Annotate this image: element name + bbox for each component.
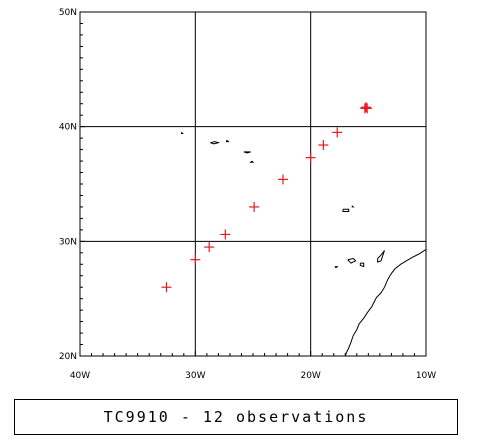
lon-tick-label: 20W [300, 371, 320, 381]
observation-marker [204, 242, 215, 253]
island-outline [359, 262, 365, 268]
island-outline [210, 141, 221, 145]
lat-tick-label: 30N [59, 237, 77, 247]
observation-marker [190, 254, 201, 265]
observation-marker [361, 102, 372, 113]
observation-marker [332, 127, 343, 138]
caption-box: TC9910 - 12 observations [14, 399, 458, 435]
africa-coastline [344, 248, 427, 357]
axis-labels: 40W 30W 20W 10W 20N 30N 40N 50N [59, 8, 436, 381]
map-frame [79, 11, 427, 357]
lat-tick-label: 20N [59, 352, 77, 362]
lat-tick-label: 50N [59, 8, 77, 18]
observation-marker [249, 201, 260, 212]
island-outline [351, 205, 355, 208]
lon-tick-label: 40W [70, 371, 90, 381]
lon-tick-label: 30W [185, 371, 205, 381]
axis-ticks [79, 11, 427, 357]
island-outline [334, 266, 339, 269]
lon-tick-label: 10W [416, 371, 436, 381]
observation-marker [362, 103, 373, 114]
observation-markers [161, 102, 373, 293]
observation-marker [318, 140, 329, 151]
observation-marker [220, 229, 231, 240]
island-outline [377, 250, 385, 263]
island-outline [342, 208, 350, 212]
island-outline [347, 257, 357, 264]
observation-marker [161, 282, 172, 293]
island-outline [181, 132, 184, 134]
observation-marker [277, 174, 288, 185]
lat-tick-label: 40N [59, 123, 77, 133]
island-outline [249, 160, 255, 163]
grid-lines [80, 12, 426, 356]
observation-marker [305, 152, 316, 163]
caption-title: TC9910 - 12 observations [103, 408, 369, 426]
coastline [181, 132, 427, 357]
island-outline [243, 151, 251, 154]
island-outline [226, 139, 230, 143]
